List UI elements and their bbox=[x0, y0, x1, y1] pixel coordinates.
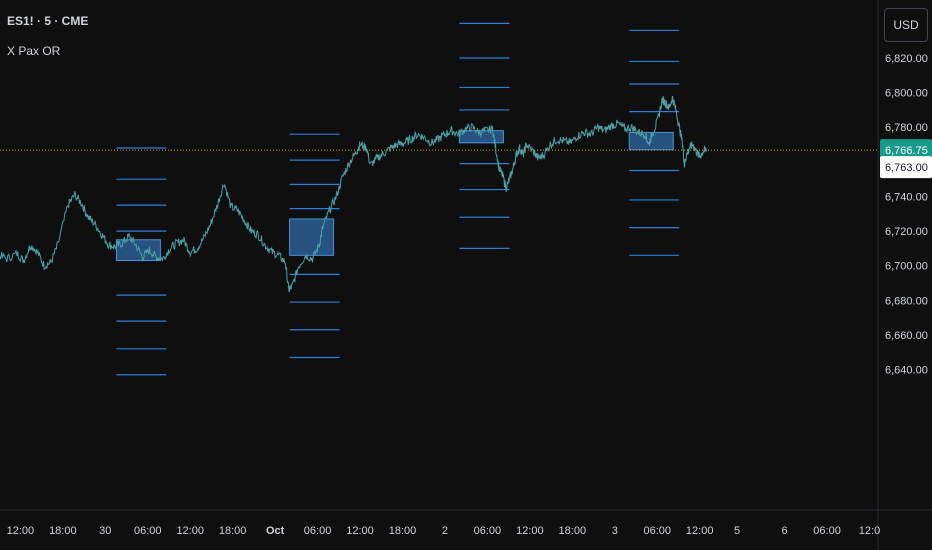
x-tick-label: 18:00 bbox=[559, 525, 587, 537]
y-tick-label: 6,700.00 bbox=[885, 261, 928, 273]
y-tick-label: 6,660.00 bbox=[885, 330, 928, 342]
x-tick-label: 12:0 bbox=[859, 525, 880, 537]
x-tick-label: 2 bbox=[442, 525, 448, 537]
secondary-price-label: 6,763.00 bbox=[885, 162, 928, 174]
y-tick-label: 6,640.00 bbox=[885, 365, 928, 377]
indicator-label[interactable]: X Pax OR bbox=[7, 44, 61, 58]
y-tick-label: 6,680.00 bbox=[885, 295, 928, 307]
secondary-price-badge bbox=[880, 156, 932, 179]
y-tick-label: 6,720.00 bbox=[885, 226, 928, 238]
x-tick-label: 30 bbox=[99, 525, 111, 537]
x-tick-label: 18:00 bbox=[219, 525, 247, 537]
y-tick-label: 6,820.00 bbox=[885, 53, 928, 65]
y-tick-label: 6,740.00 bbox=[885, 191, 928, 203]
current-price-badge bbox=[880, 139, 932, 162]
x-tick-label: 18:00 bbox=[49, 525, 77, 537]
current-price-label: 6,766.75 bbox=[885, 145, 928, 157]
x-tick-label: 3 bbox=[612, 525, 618, 537]
x-tick-label: Oct bbox=[266, 525, 285, 537]
x-tick-label: 06:00 bbox=[134, 525, 162, 537]
or-box bbox=[289, 218, 335, 256]
price-line bbox=[0, 95, 707, 293]
symbol-title[interactable]: ES1! · 5 · CME bbox=[7, 14, 89, 28]
currency-button[interactable]: USD bbox=[884, 8, 928, 42]
x-tick-label: 18:00 bbox=[389, 525, 417, 537]
x-tick-label: 12:00 bbox=[516, 525, 544, 537]
x-tick-label: 12:00 bbox=[7, 525, 35, 537]
x-tick-label: 06:00 bbox=[474, 525, 502, 537]
x-tick-label: 12:00 bbox=[176, 525, 204, 537]
x-tick-label: 12:00 bbox=[686, 525, 714, 537]
x-tick-label: 5 bbox=[734, 525, 740, 537]
x-tick-label: 06:00 bbox=[813, 525, 841, 537]
opening-range-levels bbox=[116, 22, 680, 376]
or-box bbox=[115, 239, 161, 262]
x-tick-label: 06:00 bbox=[643, 525, 671, 537]
y-tick-label: 6,780.00 bbox=[885, 122, 928, 134]
price-series bbox=[0, 95, 707, 293]
x-tick-label: 06:00 bbox=[304, 525, 332, 537]
x-tick-label: 6 bbox=[782, 525, 788, 537]
y-tick-label: 6,800.00 bbox=[885, 88, 928, 100]
x-tick-label: 12:00 bbox=[346, 525, 374, 537]
